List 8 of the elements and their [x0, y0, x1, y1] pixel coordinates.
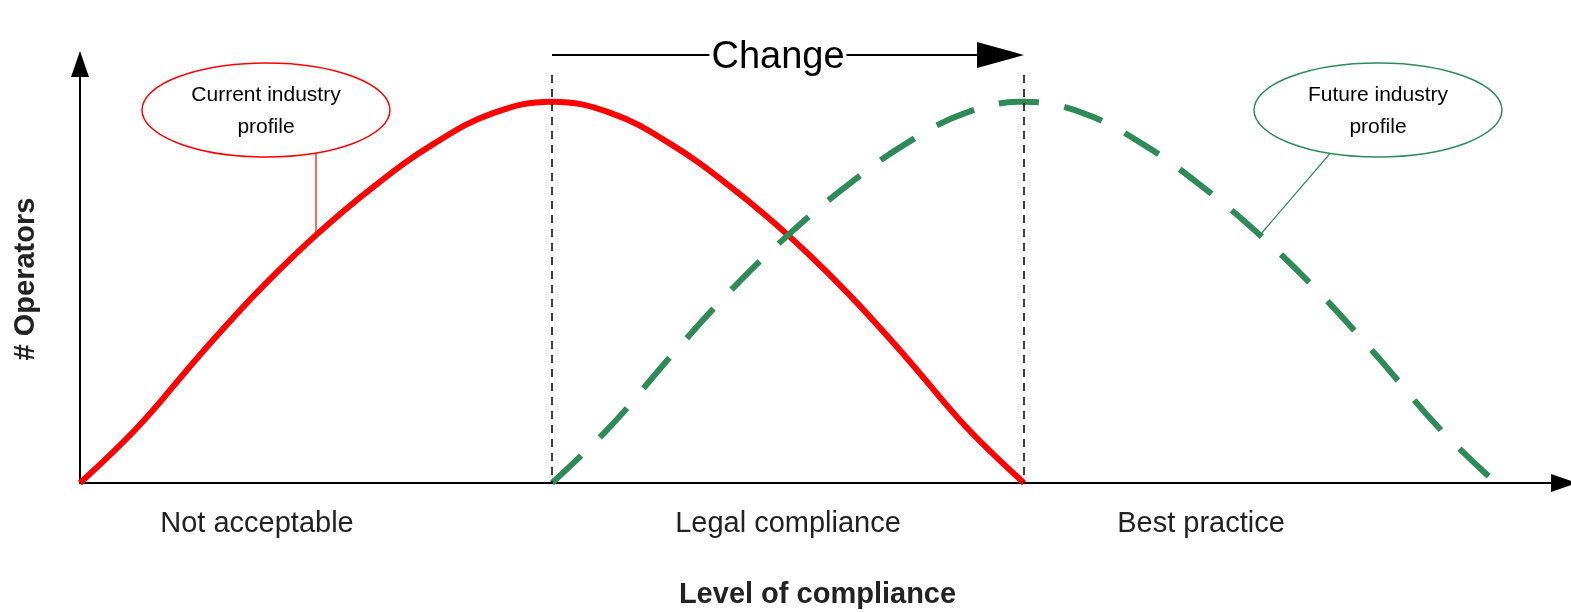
- x-axis-title: Level of compliance: [678, 576, 957, 609]
- text: Current industry profile: [141, 62, 391, 159]
- text: Change: [709, 33, 847, 77]
- x-tick-label: Legal compliance: [675, 505, 901, 538]
- x-tick-label: Best practice: [1117, 505, 1285, 538]
- text: Future industry profile: [1253, 62, 1503, 159]
- y-axis-title: # Operators: [7, 197, 40, 361]
- x-tick-label: Not acceptable: [160, 505, 354, 538]
